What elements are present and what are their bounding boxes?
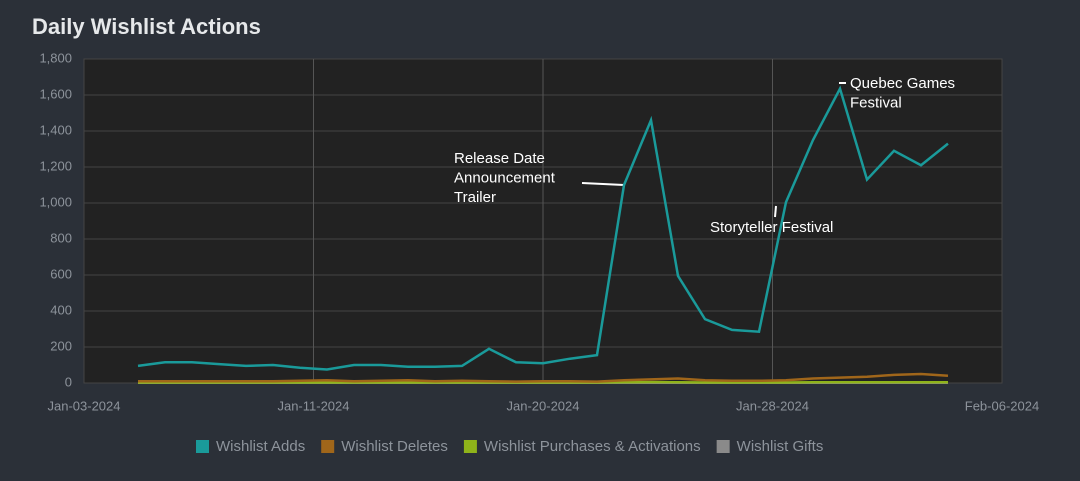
y-tick-label: 1,600	[39, 86, 72, 101]
annotation: Festival	[850, 94, 902, 111]
legend-label: Wishlist Purchases & Activations	[484, 438, 701, 455]
x-tick-label: Feb-06-2024	[965, 398, 1039, 413]
legend-label: Wishlist Adds	[216, 438, 305, 455]
y-tick-label: 1,200	[39, 158, 72, 173]
series-line	[137, 85, 949, 371]
y-tick-label: 600	[50, 266, 72, 281]
chart-title: Daily Wishlist Actions	[32, 14, 261, 39]
legend-swatch	[321, 440, 335, 453]
y-tick-label: 200	[50, 338, 72, 353]
x-tick-label: Jan-28-2024	[736, 398, 809, 413]
annotation-pointer	[774, 205, 777, 218]
legend-label: Wishlist Gifts	[737, 438, 824, 455]
annotation: Trailer	[454, 189, 496, 206]
x-tick-label: Jan-20-2024	[507, 398, 580, 413]
y-tick-label: 800	[50, 230, 72, 245]
x-tick-label: Jan-03-2024	[48, 398, 121, 413]
legend-swatch	[463, 440, 477, 453]
x-tick-label: Jan-11-2024	[277, 398, 349, 413]
annotation: Announcement	[454, 169, 556, 186]
annotation-pointer	[581, 182, 625, 186]
annotation: Release Date	[454, 150, 545, 167]
annotation: Quebec Games	[850, 75, 955, 92]
annotation: Storyteller Festival	[710, 219, 833, 236]
legend-label: Wishlist Deletes	[341, 438, 448, 455]
y-tick-label: 0	[65, 374, 72, 389]
y-tick-label: 400	[50, 302, 72, 317]
series-line	[138, 372, 949, 383]
y-tick-label: 1,400	[39, 122, 72, 137]
legend-swatch	[716, 440, 730, 453]
y-tick-label: 1,800	[39, 50, 72, 65]
y-tick-label: 1,000	[39, 194, 72, 209]
legend-swatch	[196, 440, 209, 453]
